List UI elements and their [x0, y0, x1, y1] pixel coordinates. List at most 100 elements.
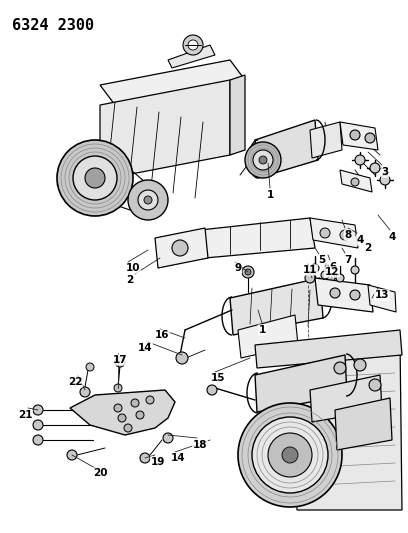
Circle shape	[369, 379, 381, 391]
Circle shape	[57, 140, 133, 216]
Text: 6: 6	[329, 262, 337, 272]
Text: 11: 11	[303, 265, 317, 275]
Circle shape	[238, 403, 342, 507]
Polygon shape	[295, 340, 402, 510]
Polygon shape	[255, 120, 318, 178]
Text: 21: 21	[18, 410, 32, 420]
Circle shape	[128, 180, 168, 220]
Text: 20: 20	[93, 468, 107, 478]
Text: 5: 5	[318, 255, 326, 265]
Circle shape	[144, 196, 152, 204]
Text: 18: 18	[193, 440, 207, 450]
Circle shape	[365, 133, 375, 143]
Circle shape	[380, 175, 390, 185]
Circle shape	[355, 155, 365, 165]
Circle shape	[351, 178, 359, 186]
Circle shape	[33, 420, 43, 430]
Text: 10: 10	[126, 263, 140, 273]
Circle shape	[350, 130, 360, 140]
Circle shape	[253, 150, 273, 170]
Text: 15: 15	[211, 373, 225, 383]
Circle shape	[245, 269, 251, 275]
Polygon shape	[100, 60, 245, 105]
Polygon shape	[310, 122, 342, 158]
Polygon shape	[335, 398, 392, 450]
Circle shape	[311, 264, 319, 272]
Text: 4: 4	[356, 235, 364, 245]
Circle shape	[305, 273, 315, 283]
Circle shape	[138, 190, 158, 210]
Circle shape	[114, 384, 122, 392]
Circle shape	[80, 387, 90, 397]
Text: 22: 22	[68, 377, 82, 387]
Circle shape	[259, 156, 267, 164]
Circle shape	[33, 405, 43, 415]
Circle shape	[242, 266, 254, 278]
Circle shape	[245, 142, 281, 178]
Polygon shape	[70, 390, 175, 435]
Circle shape	[351, 266, 359, 274]
Circle shape	[252, 417, 328, 493]
Circle shape	[325, 273, 335, 283]
Circle shape	[73, 156, 117, 200]
Circle shape	[320, 228, 330, 238]
Text: 12: 12	[325, 267, 339, 277]
Circle shape	[172, 240, 188, 256]
Circle shape	[354, 359, 366, 371]
Circle shape	[334, 362, 346, 374]
Text: 13: 13	[375, 290, 389, 300]
Polygon shape	[255, 355, 347, 412]
Polygon shape	[340, 122, 378, 150]
Circle shape	[124, 424, 132, 432]
Circle shape	[163, 433, 173, 443]
Polygon shape	[155, 228, 208, 268]
Polygon shape	[315, 278, 373, 312]
Text: 14: 14	[171, 453, 185, 463]
Circle shape	[350, 290, 360, 300]
Text: 17: 17	[113, 355, 127, 365]
Text: 19: 19	[151, 457, 165, 467]
Circle shape	[136, 411, 144, 419]
Circle shape	[114, 404, 122, 412]
Text: 1: 1	[258, 325, 266, 335]
Circle shape	[85, 168, 105, 188]
Circle shape	[140, 453, 150, 463]
Circle shape	[33, 435, 43, 445]
Circle shape	[336, 274, 344, 282]
Text: 3: 3	[381, 167, 389, 177]
Circle shape	[176, 352, 188, 364]
Circle shape	[340, 230, 350, 240]
Circle shape	[207, 385, 217, 395]
Circle shape	[146, 396, 154, 404]
Text: 2: 2	[126, 275, 134, 285]
Text: 16: 16	[155, 330, 169, 340]
Circle shape	[370, 163, 380, 173]
Circle shape	[321, 271, 329, 279]
Circle shape	[268, 433, 312, 477]
Polygon shape	[340, 170, 372, 192]
Text: 9: 9	[235, 263, 242, 273]
Circle shape	[118, 414, 126, 422]
Polygon shape	[255, 330, 402, 368]
Polygon shape	[200, 218, 315, 258]
Polygon shape	[168, 45, 215, 68]
Polygon shape	[230, 75, 245, 155]
Text: 1: 1	[266, 190, 274, 200]
Circle shape	[282, 447, 298, 463]
Polygon shape	[310, 218, 358, 248]
Circle shape	[67, 450, 77, 460]
Circle shape	[183, 35, 203, 55]
Text: 2: 2	[364, 243, 372, 253]
Circle shape	[330, 288, 340, 298]
Polygon shape	[238, 315, 298, 358]
Text: 6324 2300: 6324 2300	[12, 18, 94, 33]
Circle shape	[188, 40, 198, 50]
Polygon shape	[230, 278, 323, 335]
Text: 8: 8	[344, 230, 352, 240]
Polygon shape	[310, 375, 382, 422]
Polygon shape	[368, 285, 396, 312]
Circle shape	[131, 399, 139, 407]
Circle shape	[115, 357, 125, 367]
Text: 4: 4	[388, 232, 396, 242]
Circle shape	[86, 363, 94, 371]
